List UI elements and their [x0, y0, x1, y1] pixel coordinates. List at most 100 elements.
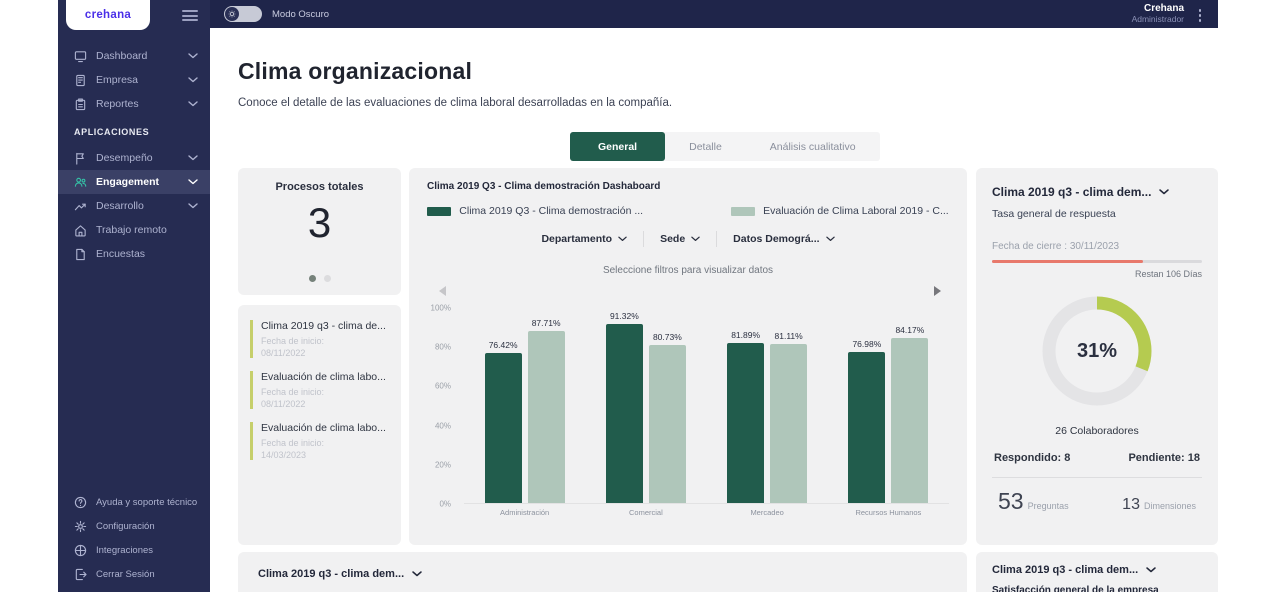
- response-card-title-dropdown[interactable]: Clima 2019 q3 - clima dem...: [992, 185, 1202, 199]
- response-donut-chart: 31%: [1038, 292, 1156, 410]
- sidebar-item-label: Engagement: [96, 176, 160, 188]
- sidebar-item-desarrollo[interactable]: Desarrollo: [58, 194, 210, 218]
- sidebar-nav: Dashboard Empresa Reportes APLICACIONES De…: [58, 44, 210, 266]
- sidebar-item-desempe-o[interactable]: Desempeño: [58, 146, 210, 170]
- x-axis-category-label: Mercadeo: [750, 508, 784, 517]
- crehana-logo: crehana: [66, 0, 150, 30]
- filter-dropdown-sede[interactable]: Sede: [644, 233, 716, 245]
- bar-comercial-s1: 80.73%: [648, 332, 686, 503]
- legend-label: Clima 2019 Q3 - Clima demostración ...: [459, 205, 644, 217]
- process-list-item[interactable]: Evaluación de clima labo... Fecha de inic…: [250, 371, 391, 410]
- sidebar-footer: Ayuda y soporte técnico Configuración Inte…: [58, 490, 210, 586]
- responded-count: Respondido: 8: [994, 452, 1071, 464]
- sidebar-item-configuraci-n[interactable]: Configuración: [58, 514, 210, 538]
- carousel-dot[interactable]: [323, 275, 331, 282]
- chart-title: Clima 2019 Q3 - Clima demostración Dasha…: [427, 181, 661, 192]
- bottom-right-card-title-dropdown[interactable]: Clima 2019 q3 - clima dem...: [992, 564, 1202, 576]
- sidebar-item-ayuda-y-soporte-t-cnico[interactable]: Ayuda y soporte técnico: [58, 490, 210, 514]
- logout-icon: [74, 568, 87, 581]
- carousel-prev-icon[interactable]: [439, 286, 446, 296]
- chart-legend: Clima 2019 Q3 - Clima demostración ... Ev…: [409, 205, 967, 217]
- carousel-next-icon[interactable]: [934, 286, 941, 296]
- process-item-date: 08/11/2022: [261, 348, 306, 359]
- questions-value: 53: [998, 488, 1024, 514]
- sidebar-item-engagement[interactable]: Engagement: [58, 170, 210, 194]
- process-item-date-label: Fecha de inicio:: [261, 387, 325, 398]
- desarrollo-trend-icon: [74, 200, 87, 213]
- filter-dropdown-departamento[interactable]: Departamento: [525, 233, 643, 245]
- bottom-right-card-subtitle: Satisfacción general de la empresa: [992, 585, 1159, 592]
- y-axis-tick: 60%: [434, 381, 451, 391]
- integrations-icon: [74, 544, 87, 557]
- legend-swatch: [731, 206, 756, 216]
- process-card-title: Procesos totales: [275, 181, 364, 193]
- tab-detalle[interactable]: Detalle: [689, 140, 722, 153]
- user-role: Administrador: [1131, 13, 1184, 24]
- sun-icon: [225, 7, 239, 21]
- carousel-dots: [238, 275, 401, 282]
- bar-recursos-humanos-s1: 84.17%: [891, 325, 929, 503]
- carousel-dot[interactable]: [308, 275, 316, 282]
- sidebar-section-label: APLICACIONES: [74, 127, 150, 137]
- close-date-label: Fecha de cierre : 30/11/2023: [992, 241, 1120, 252]
- bottom-right-card: Clima 2019 q3 - clima dem... Satisfacció…: [976, 552, 1218, 592]
- sidebar-item-label: Desempeño: [96, 152, 153, 164]
- sidebar-item-cerrar-sesi-n[interactable]: Cerrar Sesión: [58, 562, 210, 586]
- user-block[interactable]: Crehana Administrador: [1132, 3, 1184, 24]
- filter-label: Datos Demográ...: [733, 233, 820, 245]
- home-icon: [74, 224, 87, 237]
- sidebar-item-label: Dashboard: [96, 50, 148, 62]
- chart-hint: Seleccione filtros para visualizar datos: [602, 265, 774, 276]
- sidebar-item-label: Trabajo remoto: [96, 224, 167, 236]
- bar-group-recursos-humanos: 76.98% 84.17% Recursos Humanos: [845, 308, 931, 517]
- process-list-card: Clima 2019 q3 - clima de... Fecha de inic…: [238, 305, 401, 545]
- bar-group-comercial: 91.32% 80.73% Comercial: [603, 308, 689, 517]
- bottom-right-card-title: Clima 2019 q3 - clima dem...: [992, 564, 1139, 576]
- sidebar-item-label: Reportes: [96, 98, 139, 110]
- chevron-down-icon: [188, 179, 198, 185]
- page-subtitle: Conoce el detalle de las evaluaciones de…: [238, 97, 673, 109]
- bar-value-label: 91.32%: [609, 311, 639, 322]
- dark-mode-toggle[interactable]: [224, 6, 262, 22]
- process-item-title: Evaluación de clima labo...: [261, 422, 386, 435]
- collaborators-count: 26 Colaboradores: [1055, 425, 1139, 437]
- bar-value-label: 76.98%: [852, 339, 882, 350]
- chevron-down-icon: [188, 53, 198, 59]
- response-card-title: Clima 2019 q3 - clima dem...: [992, 185, 1152, 199]
- chart-card: Clima 2019 Q3 - Clima demostración Dasha…: [409, 168, 967, 545]
- sidebar-item-trabajo-remoto[interactable]: Trabajo remoto: [58, 218, 210, 242]
- main-content: Clima organizacional Conoce el detalle d…: [210, 28, 1218, 592]
- process-item-title: Evaluación de clima labo...: [261, 371, 386, 384]
- y-axis-tick: 40%: [434, 421, 451, 431]
- chevron-down-icon: [1146, 567, 1156, 573]
- sidebar-item-label: Empresa: [96, 74, 139, 86]
- process-list-item[interactable]: Clima 2019 q3 - clima de... Fecha de inic…: [250, 320, 391, 359]
- sidebar-item-integraciones[interactable]: Integraciones: [58, 538, 210, 562]
- chevron-down-icon: [1159, 189, 1170, 195]
- bottom-left-card-title: Clima 2019 q3 - clima dem...: [258, 568, 405, 580]
- tab-an-lisis-cualitativo[interactable]: Análisis cualitativo: [769, 140, 856, 153]
- chevron-down-icon: [188, 155, 198, 161]
- questions-label: Preguntas: [1027, 501, 1069, 511]
- process-list-item[interactable]: Evaluación de clima labo... Fecha de inic…: [250, 422, 391, 461]
- response-rate-card: Clima 2019 q3 - clima dem... Tasa genera…: [976, 168, 1218, 545]
- bottom-left-card-title-dropdown[interactable]: Clima 2019 q3 - clima dem...: [258, 568, 422, 580]
- kebab-menu-icon[interactable]: [1197, 7, 1204, 24]
- tab-general[interactable]: General: [570, 132, 666, 161]
- sidebar-item-dashboard[interactable]: Dashboard: [58, 44, 210, 68]
- page-title: Clima organizacional: [238, 58, 473, 84]
- bar-value-label: 84.17%: [895, 325, 925, 336]
- bar-group-mercadeo: 81.89% 81.11% Mercadeo: [724, 308, 810, 517]
- process-item-date: 08/11/2022: [261, 399, 306, 410]
- sidebar-item-empresa[interactable]: Empresa: [58, 68, 210, 92]
- hamburger-menu-icon[interactable]: [182, 10, 198, 21]
- process-item-title: Clima 2019 q3 - clima de...: [261, 320, 386, 332]
- sidebar-item-label: Integraciones: [96, 544, 154, 556]
- sidebar-item-reportes[interactable]: Reportes: [58, 92, 210, 116]
- legend-item: Clima 2019 Q3 - Clima demostración ...: [427, 205, 643, 217]
- bar-mercadeo-s1: 81.11%: [770, 331, 808, 503]
- x-axis-category-label: Administración: [500, 508, 550, 517]
- sidebar-item-encuestas[interactable]: Encuestas: [58, 242, 210, 266]
- filter-dropdown-datos-demogr[interactable]: Datos Demográ...: [717, 233, 850, 245]
- y-axis-tick: 0%: [439, 499, 451, 509]
